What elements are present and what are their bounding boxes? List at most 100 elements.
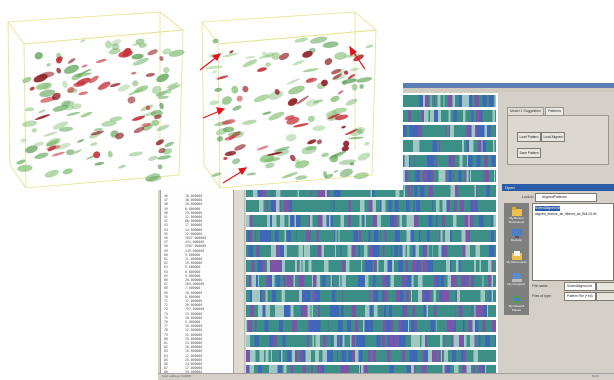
value-list[interactable]: 46 18.000000 47 48.000000 48 16.000000 49 8.000…	[160, 93, 234, 379]
red-blob	[344, 70, 349, 75]
save-pattern-button[interactable]: Save Pattern	[517, 148, 541, 158]
place-recent[interactable]: My Recent Documents	[506, 205, 527, 227]
list-row[interactable]: 76 5.000000	[161, 320, 233, 325]
list-row[interactable]: 67 105.000000	[161, 282, 233, 287]
row-value: 14.000000	[185, 227, 203, 232]
green-blob	[128, 151, 143, 157]
row-index: 53	[164, 223, 168, 228]
list-row[interactable]: 81 13.000000	[161, 341, 233, 346]
red-blob	[327, 113, 341, 120]
list-row[interactable]: 68 7.000000	[161, 286, 233, 291]
list-row[interactable]: 78 22.000000	[161, 328, 233, 333]
list-row[interactable]: 82 10.000000	[161, 345, 233, 350]
green-blob	[132, 80, 139, 87]
list-row[interactable]: 63 9.000000	[161, 265, 233, 270]
green-blob	[22, 76, 32, 84]
tab-model-suggestion[interactable]: Model 1 Suggestion	[507, 107, 544, 115]
list-row[interactable]: 48 16.000000	[161, 202, 233, 207]
list-row[interactable]: 49 8.000000	[161, 207, 233, 212]
green-blob	[71, 103, 82, 110]
tab-patterns[interactable]: Patterns	[545, 107, 565, 115]
splitter[interactable]	[234, 93, 245, 375]
list-row[interactable]: 69 10.000000	[161, 291, 233, 296]
file-name-input[interactable]: SortedAligned.txt	[564, 282, 596, 291]
file-item[interactable]: aligned_feature_ab_filtered_ab_BM-03.txt	[535, 212, 597, 216]
list-row[interactable]: 83 15.000000	[161, 349, 233, 354]
list-row[interactable]: 75 10.000000	[161, 316, 233, 321]
green-blob	[52, 105, 69, 112]
list-row[interactable]: 73 797.000000	[161, 307, 233, 312]
look-in-dropdown[interactable]: AlignedPatterns	[535, 193, 597, 202]
list-row[interactable]: 57 441.000000	[161, 240, 233, 245]
load-aligned-button[interactable]: Load Aligned	[541, 132, 565, 142]
list-row[interactable]: 71 12.000000	[161, 299, 233, 304]
list-row[interactable]: 51 12.000000	[161, 215, 233, 220]
annotation-arrows	[199, 45, 366, 184]
list-row[interactable]: 70 8.000000	[161, 295, 233, 300]
place-my-documents[interactable]: My Documents	[506, 249, 527, 271]
list-row[interactable]: 56 7847.000000	[161, 236, 233, 241]
list-row[interactable]: 86 14.000000	[161, 362, 233, 367]
row-value: 9.000000	[185, 265, 201, 270]
red-blob	[347, 73, 356, 80]
file-list[interactable]: SortedAligned.txt aligned_feature_ab_fil…	[532, 203, 614, 281]
list-row[interactable]: 77 18.000000	[161, 324, 233, 329]
list-row[interactable]: 58 2587.000000	[161, 244, 233, 249]
file-item[interactable]: SortedAligned.txt	[535, 206, 561, 211]
list-row[interactable]: 80 19.000000	[161, 337, 233, 342]
list-row[interactable]: 64 6.000000	[161, 270, 233, 275]
list-row[interactable]: 55 22.000000	[161, 232, 233, 237]
list-row[interactable]: 59 149.000000	[161, 249, 233, 254]
list-row[interactable]: 65 5.000000	[161, 274, 233, 279]
list-row[interactable]: 61 11.000000	[161, 257, 233, 262]
green-blob	[166, 82, 179, 89]
list-row[interactable]: 66 28.000000	[161, 278, 233, 283]
green-blob	[156, 73, 169, 83]
green-blob	[163, 67, 170, 74]
row-value: 8.000000	[185, 206, 201, 211]
list-row[interactable]: 54 14.000000	[161, 228, 233, 233]
place-desktop[interactable]: Desktop	[506, 227, 527, 249]
cancel-button[interactable]	[596, 292, 614, 301]
file-type-select[interactable]: Pattern File (*.txt)	[564, 292, 596, 301]
dialog-title[interactable]: Open	[502, 184, 614, 191]
row-value: 5.000000	[185, 273, 201, 278]
list-row[interactable]: 88 19.000000	[161, 370, 233, 375]
list-row[interactable]: 46 18.000000	[161, 194, 233, 199]
list-row[interactable]: 79 31.000000	[161, 333, 233, 338]
green-blob	[151, 85, 162, 95]
row-index: 68	[164, 286, 168, 291]
desktop-icon	[511, 229, 522, 238]
list-row[interactable]: 62 19.000000	[161, 261, 233, 266]
red-blob	[321, 79, 328, 87]
list-row[interactable]: 60 9.000000	[161, 253, 233, 258]
row-index: 65	[164, 273, 168, 278]
red-blob	[267, 151, 283, 156]
green-blob	[132, 57, 149, 66]
load-pattern-button[interactable]: Load Pattern	[517, 132, 541, 142]
green-blob	[356, 77, 373, 83]
list-row[interactable]: 72 30.000000	[161, 303, 233, 308]
place-my-computer-label: My Computer	[507, 282, 526, 286]
green-blob	[43, 131, 58, 137]
list-row[interactable]: 85 25.000000	[161, 358, 233, 363]
list-row[interactable]: 50 29.000000	[161, 211, 233, 216]
green-blob	[209, 100, 219, 106]
place-my-computer[interactable]: My Computer	[506, 271, 527, 293]
status-left: Start address: 0x0000	[162, 374, 192, 378]
place-network[interactable]: My Network Places	[506, 293, 527, 315]
green-blob	[65, 104, 74, 111]
list-row[interactable]: 87 17.000000	[161, 366, 233, 371]
open-button[interactable]	[596, 282, 614, 291]
red-blob	[229, 50, 234, 54]
list-row[interactable]: 47 48.000000	[161, 198, 233, 203]
row-index: 82	[164, 345, 168, 350]
row-index: 85	[164, 357, 168, 362]
red-blob	[67, 58, 76, 64]
list-row[interactable]: 84 12.000000	[161, 354, 233, 359]
green-blob	[157, 164, 163, 170]
row-value: 7847.000000	[185, 236, 207, 240]
list-row[interactable]: 53 17.000000	[161, 223, 233, 228]
list-row[interactable]: 74 23.000000	[161, 312, 233, 317]
list-row[interactable]: 52 88.000000	[161, 219, 233, 224]
